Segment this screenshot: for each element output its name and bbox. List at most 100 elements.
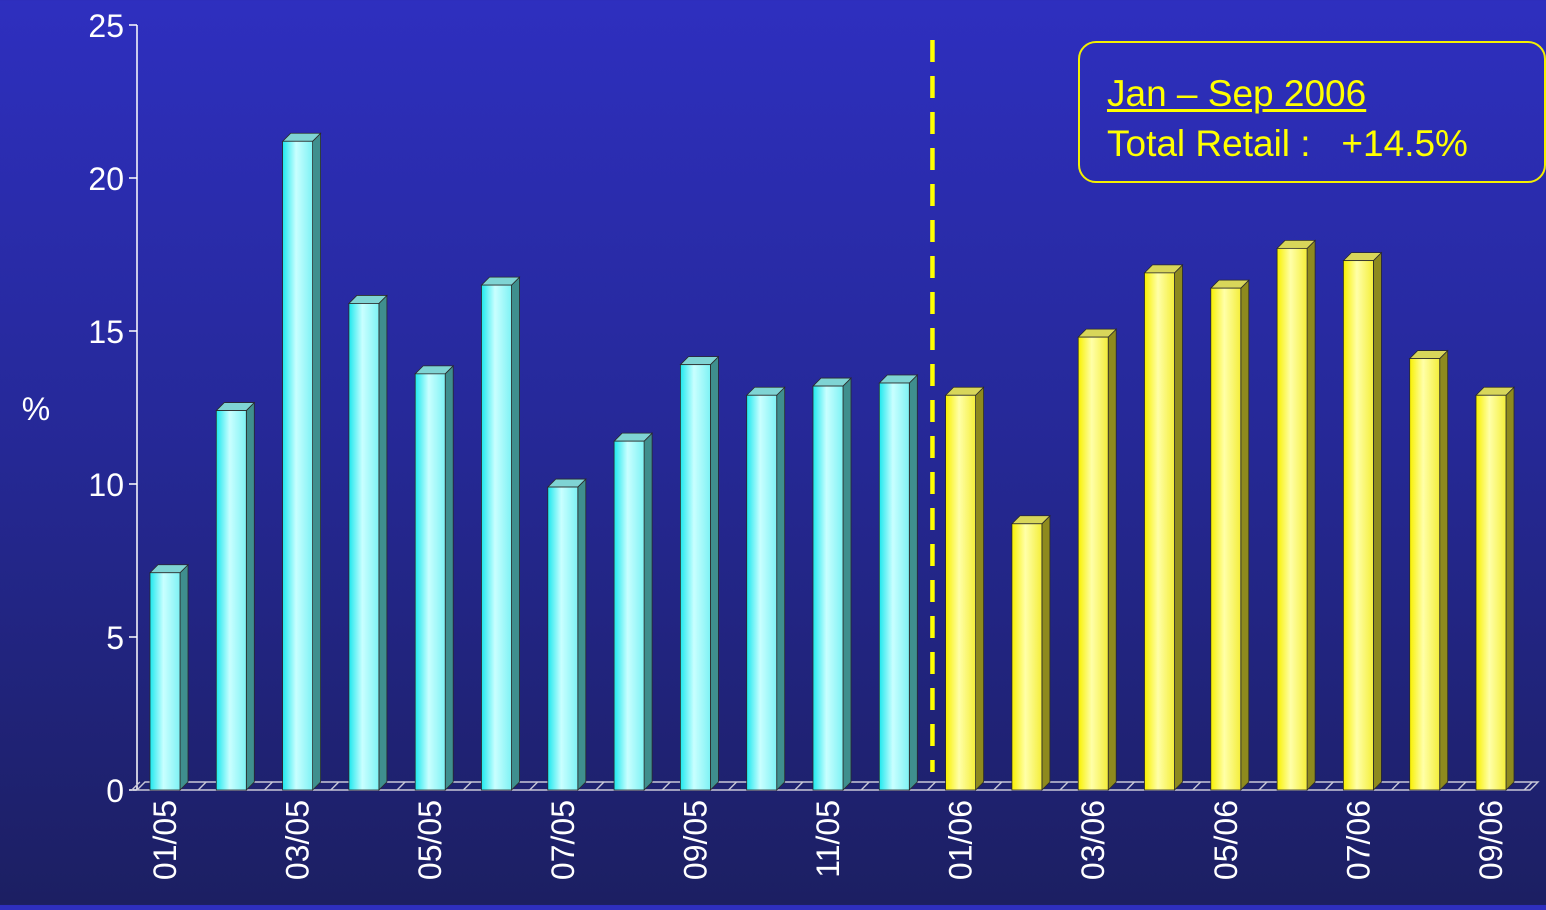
bar-side [378, 294, 388, 791]
bar-07-06 [1342, 251, 1383, 791]
bar-07-05 [546, 478, 587, 791]
bar-side [908, 374, 918, 791]
x-tick [1523, 781, 1533, 791]
bar-side [842, 377, 852, 791]
bar-side [179, 563, 189, 791]
y-tick-label: 0 [106, 773, 124, 809]
bar-09-05 [679, 355, 720, 791]
bar-front [1011, 523, 1043, 791]
bar-front [547, 486, 579, 791]
bar-front [746, 394, 778, 791]
bar-side [1306, 239, 1316, 791]
x-tick [595, 781, 605, 791]
x-tick [330, 781, 340, 791]
bar-side [511, 276, 520, 791]
x-tick-label: 03/05 [280, 800, 316, 880]
x-tick [1324, 781, 1334, 791]
x-tick [1125, 781, 1135, 791]
bar-side [1240, 279, 1250, 791]
bar-01-06 [944, 386, 985, 791]
bar-side [1373, 251, 1382, 791]
x-tick-label: 09/05 [677, 800, 713, 880]
x-tick-label: 11/05 [810, 800, 846, 878]
x-tick-label: 07/06 [1340, 800, 1376, 880]
bar-front [1210, 287, 1242, 791]
bar-side [1041, 514, 1051, 791]
x-tick-label: 01/06 [943, 800, 979, 880]
x-tick [794, 781, 804, 791]
bar-front [1409, 358, 1441, 791]
annotation-title: Jan – Sep 2006 [1107, 73, 1367, 114]
x-tick [197, 781, 207, 791]
bar-side [312, 132, 322, 791]
x-tick [529, 781, 539, 791]
x-tick [728, 781, 738, 791]
x-axis-floor [135, 781, 1540, 791]
x-tick [396, 781, 406, 791]
bar-front [348, 303, 380, 791]
bar-front [282, 140, 314, 791]
bar-03-06 [1077, 328, 1118, 791]
bar-04-05 [347, 294, 388, 791]
x-tick [1457, 781, 1467, 791]
bar-02-06 [1010, 514, 1051, 791]
bar-01-05 [149, 563, 189, 791]
annotation-text: Total Retail : +14.5% [1107, 123, 1468, 164]
bar-02-05 [215, 401, 256, 791]
x-tick [1192, 781, 1202, 791]
bar-03-05 [281, 132, 322, 791]
bar-front [613, 440, 645, 791]
x-tick [131, 781, 141, 791]
bar-front [1343, 260, 1374, 791]
bar-front [149, 572, 181, 791]
y-tick-label: 20 [88, 161, 124, 197]
bar-front [215, 410, 247, 791]
bar-front [1276, 247, 1308, 791]
bar-08-06 [1408, 349, 1449, 791]
x-tick [462, 781, 472, 791]
bar-side [1439, 349, 1449, 791]
bar-front [680, 364, 711, 791]
bar-side [1174, 263, 1183, 791]
bar-side [444, 364, 454, 791]
bar-front [945, 394, 976, 791]
x-tick-label: 09/06 [1473, 800, 1509, 880]
x-tick [993, 781, 1003, 791]
x-tick-label: 03/06 [1075, 800, 1111, 880]
x-tick-label: 05/05 [412, 800, 448, 880]
bar-side [1107, 328, 1117, 791]
bar-04-06 [1143, 263, 1184, 791]
bar-front [1144, 272, 1175, 791]
bar-09-06 [1475, 386, 1515, 791]
x-tick [1059, 781, 1069, 791]
bar-front [878, 382, 910, 791]
bar-front [1077, 336, 1109, 791]
x-tick-label: 05/06 [1208, 800, 1244, 880]
bar-06-06 [1276, 239, 1317, 791]
bar-side [710, 355, 719, 791]
bar-front [481, 284, 512, 791]
bar-06-05 [480, 276, 521, 791]
bar-05-06 [1209, 279, 1250, 791]
bar-08-05 [613, 432, 654, 791]
annotation-box: Jan – Sep 2006 Total Retail : +14.5% [1078, 41, 1546, 183]
bar-side [245, 401, 255, 791]
y-tick-label: 25 [88, 8, 124, 44]
x-tick [1391, 781, 1401, 791]
bar-side [577, 478, 587, 791]
y-tick-label: 5 [106, 620, 124, 656]
x-tick [661, 781, 671, 791]
bar-11-05 [812, 377, 852, 791]
y-tick-label: 15 [88, 314, 124, 350]
bar-front [414, 373, 446, 791]
bar-front [1475, 394, 1507, 791]
bar-side [1505, 386, 1515, 791]
x-tick [860, 781, 870, 791]
bar-front [812, 385, 844, 791]
x-tick-label: 01/05 [147, 800, 183, 880]
bar-10-05 [745, 386, 786, 791]
bar-side [643, 432, 653, 791]
x-tick-label: 07/05 [545, 800, 581, 880]
